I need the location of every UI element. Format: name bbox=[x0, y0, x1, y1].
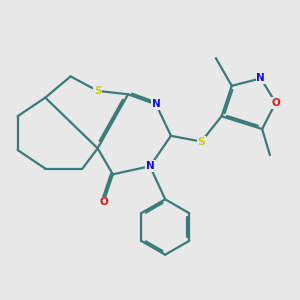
Text: N: N bbox=[146, 161, 154, 171]
Text: N: N bbox=[256, 74, 265, 83]
Text: S: S bbox=[198, 136, 205, 147]
Text: S: S bbox=[94, 86, 101, 96]
Text: O: O bbox=[271, 98, 280, 108]
Text: O: O bbox=[99, 197, 108, 207]
Text: N: N bbox=[152, 99, 161, 110]
